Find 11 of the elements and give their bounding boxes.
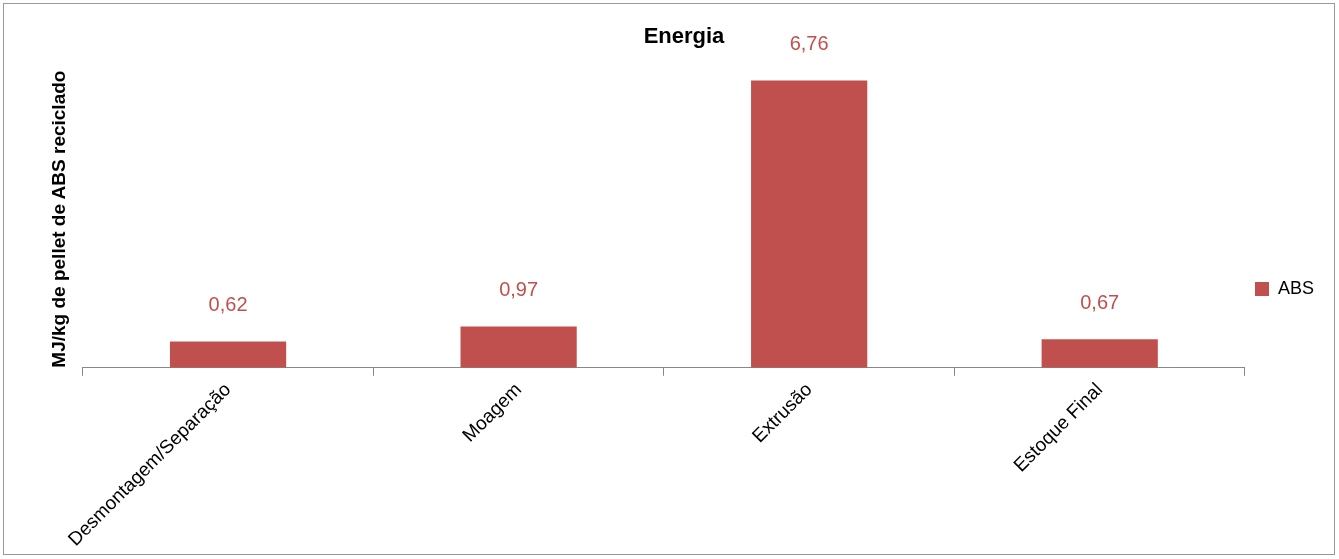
data-label: 0,97 bbox=[499, 278, 539, 301]
data-label: 6,76 bbox=[789, 32, 829, 55]
chart-title: Energia bbox=[643, 23, 726, 49]
bar bbox=[169, 341, 287, 368]
data-label: 0,67 bbox=[1080, 290, 1120, 313]
bar bbox=[751, 80, 868, 368]
bar bbox=[1041, 339, 1158, 368]
y-axis-title: MJ/kg de pellet de ABS reciclado bbox=[47, 70, 69, 368]
legend-label: ABS bbox=[1277, 277, 1315, 298]
data-label: 0,62 bbox=[208, 292, 248, 315]
bar bbox=[460, 326, 577, 368]
